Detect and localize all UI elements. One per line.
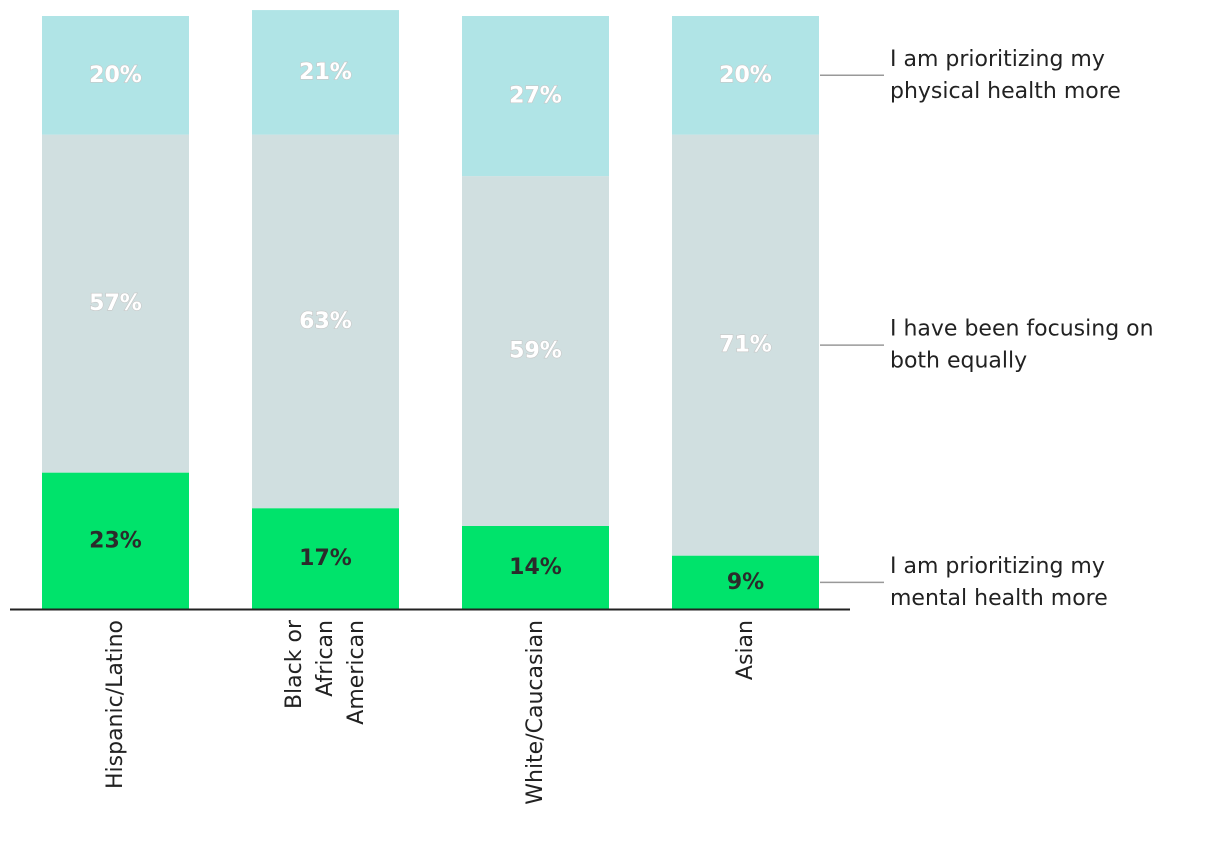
legend-label-line: physical health more (890, 79, 1121, 104)
bar-segment-black-or-african-american-1 (252, 508, 399, 609)
legend-label-line: I am prioritizing my (890, 47, 1105, 72)
bar-segment-asian-1 (672, 555, 819, 609)
legend-item-i-am-prioritizing-my-mental-health-more: I am prioritizing my mental health more (890, 554, 1108, 611)
legend-label-line: I have been focusing on (890, 317, 1154, 342)
category-label-hispanic-latino: Hispanic/Latino (103, 620, 128, 789)
bar-segment-hispanic-latino-1 (42, 472, 189, 609)
value-label-white-caucasian-1: 14% (509, 555, 562, 580)
category-label-line: African (313, 620, 338, 697)
value-label-hispanic-latino-1: 23% (89, 528, 142, 553)
legend-label-line: mental health more (890, 586, 1108, 611)
value-label-asian-1: 9% (727, 570, 764, 595)
category-label-black-or-african-american: Black or African American (282, 619, 369, 725)
bar-segment-asian-2 (672, 134, 819, 556)
value-label-black-or-african-american-1: 17% (299, 546, 352, 571)
bar-segment-asian-3 (672, 16, 819, 135)
bar-segment-black-or-african-american-2 (252, 134, 399, 509)
bar-segment-white-caucasian-3 (462, 16, 609, 177)
bars-layer (42, 10, 819, 609)
category-label-line: Asian (733, 620, 758, 680)
category-label-asian: Asian (733, 620, 758, 680)
value-label-hispanic-latino-2: 57% (89, 291, 142, 316)
value-labels-layer: 23% 57% 20% 17% 63% 21% 14% 59% 27% 9% 71% 20% (89, 59, 773, 595)
bar-segment-hispanic-latino-2 (42, 134, 189, 473)
legend-item-i-am-prioritizing-my-physical-health-more: I am prioritizing my physical health more (890, 47, 1121, 104)
category-label-line: American (344, 620, 369, 725)
category-label-line: White/Caucasian (523, 620, 548, 805)
value-label-white-caucasian-3: 27% (509, 84, 562, 109)
category-labels-layer: Hispanic/Latino Black or African American Wh… (103, 619, 758, 805)
category-label-line: Hispanic/Latino (103, 620, 128, 789)
category-label-white-caucasian: White/Caucasian (523, 620, 548, 805)
legend-label-line: both equally (890, 349, 1027, 374)
value-label-white-caucasian-2: 59% (509, 339, 562, 364)
bar-segment-hispanic-latino-3 (42, 16, 189, 135)
bar-segment-white-caucasian-2 (462, 176, 609, 526)
legend-label-line: I am prioritizing my (890, 554, 1105, 579)
bar-segment-white-caucasian-1 (462, 525, 609, 609)
bar-segment-black-or-african-american-3 (252, 10, 399, 135)
value-label-black-or-african-american-2: 63% (299, 309, 352, 334)
value-label-asian-2: 71% (719, 333, 772, 358)
value-label-asian-3: 20% (719, 63, 772, 88)
value-label-hispanic-latino-3: 20% (89, 63, 142, 88)
category-label-line: Black or (282, 619, 307, 709)
value-label-black-or-african-american-3: 21% (299, 60, 352, 85)
legend-item-i-have-been-focusing-on-both-equally: I have been focusing on both equally (890, 317, 1154, 374)
